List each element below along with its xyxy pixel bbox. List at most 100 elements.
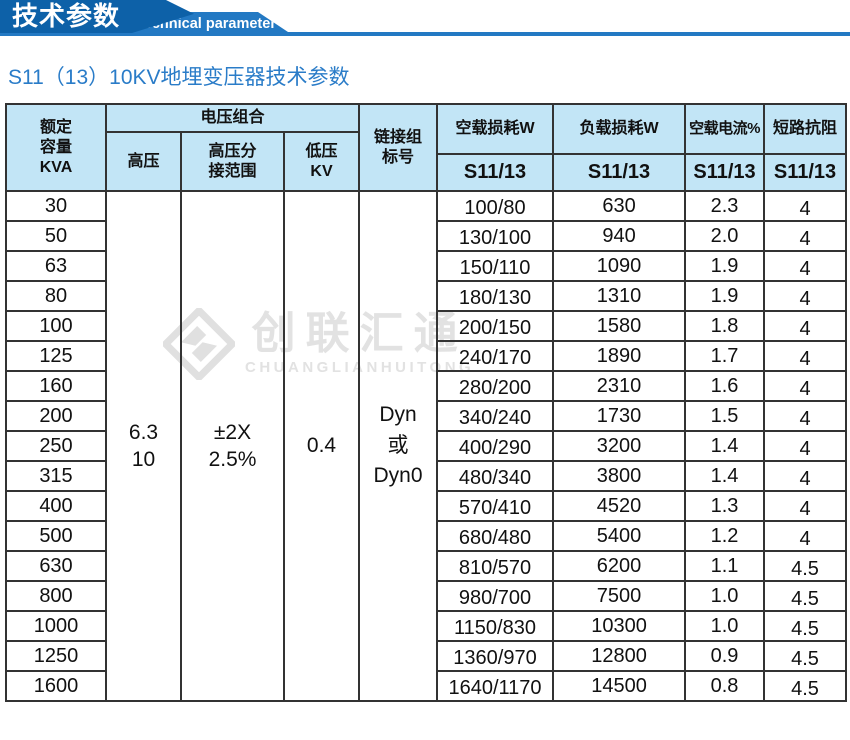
cell-noload-current: 1.5 (684, 400, 766, 432)
cell-lv-merged: 0.4 (282, 190, 361, 702)
cell-noload-current: 1.7 (684, 340, 766, 372)
table-row: 30 6.3 10 ±2X 2.5% 0.4 Dyn 或 Dyn0 100/80 630 2.… (5, 190, 848, 702)
banner-title-cn: 技术参数 (12, 1, 121, 31)
cell-capacity: 800 (5, 580, 107, 612)
cell-capacity: 400 (5, 490, 107, 522)
cell-capacity: 50 (5, 220, 107, 252)
cell-load-loss: 2310 (552, 370, 687, 402)
cell-impedance: 4 (763, 280, 848, 312)
cell-noload-loss: 150/110 (436, 250, 555, 282)
table-row: 200 340/240 1730 1.5 4 (5, 400, 848, 432)
cell-load-loss: 1890 (552, 340, 687, 372)
spec-table-wrapper: 创联汇通 CHUANGLIANHUITONG 额定 容量 KVA 电压组合 链接… (5, 103, 848, 702)
table-row: 80 180/130 1310 1.9 4 (5, 280, 848, 312)
cell-load-loss: 5400 (552, 520, 687, 552)
cell-noload-loss: 1640/1170 (436, 670, 555, 702)
cell-capacity: 200 (5, 400, 107, 432)
cell-impedance: 4.5 (763, 640, 848, 672)
header-lv: 低压 KV (282, 131, 361, 192)
header-submodel-impedance: S11/13 (763, 153, 848, 192)
cell-impedance: 4.5 (763, 550, 848, 582)
header-submodel-noload-loss: S11/13 (436, 153, 555, 192)
cell-impedance: 4 (763, 400, 848, 432)
page-title: S11（13）10KV地埋变压器技术参数 (8, 66, 350, 89)
cell-impedance: 4 (763, 250, 848, 282)
header-hv: 高压 (105, 131, 182, 192)
banner-underline (0, 32, 850, 36)
cell-load-loss: 4520 (552, 490, 687, 522)
cell-noload-loss: 680/480 (436, 520, 555, 552)
cell-noload-loss: 1360/970 (436, 640, 555, 672)
table-row: 125 240/170 1890 1.7 4 (5, 340, 848, 372)
cell-impedance: 4 (763, 340, 848, 372)
cell-impedance: 4 (763, 310, 848, 342)
cell-impedance: 4.5 (763, 580, 848, 612)
cell-load-loss: 1310 (552, 280, 687, 312)
cell-capacity: 30 (5, 190, 107, 222)
cell-load-loss: 3200 (552, 430, 687, 462)
cell-noload-current: 1.9 (684, 280, 766, 312)
table-row: 1000 1150/830 10300 1.0 4.5 (5, 610, 848, 642)
table-row: 1600 1640/1170 14500 0.8 4.5 (5, 670, 848, 702)
cell-impedance: 4 (763, 430, 848, 462)
cell-noload-loss: 130/100 (436, 220, 555, 252)
cell-load-loss: 1730 (552, 400, 687, 432)
cell-impedance: 4 (763, 370, 848, 402)
table-header: 额定 容量 KVA 电压组合 链接组 标号 空载损耗W 负载损耗W 空载电流% … (5, 103, 848, 192)
table-row: 100 200/150 1580 1.8 4 (5, 310, 848, 342)
cell-noload-current: 1.6 (684, 370, 766, 402)
cell-noload-current: 1.2 (684, 520, 766, 552)
cell-load-loss: 3800 (552, 460, 687, 492)
cell-capacity: 80 (5, 280, 107, 312)
cell-noload-current: 2.3 (684, 190, 766, 222)
cell-load-loss: 1090 (552, 250, 687, 282)
cell-impedance: 4 (763, 220, 848, 252)
cell-noload-loss: 810/570 (436, 550, 555, 582)
table-row: 315 480/340 3800 1.4 4 (5, 460, 848, 492)
header-load-loss: 负载损耗W (552, 103, 687, 155)
cell-capacity: 1250 (5, 640, 107, 672)
cell-noload-loss: 240/170 (436, 340, 555, 372)
cell-vector-merged: Dyn 或 Dyn0 (358, 190, 439, 702)
cell-noload-loss: 280/200 (436, 370, 555, 402)
cell-capacity: 160 (5, 370, 107, 402)
header-noload-loss: 空载损耗W (436, 103, 555, 155)
header-vector-group: 链接组 标号 (358, 103, 439, 192)
cell-load-loss: 1580 (552, 310, 687, 342)
cell-capacity: 500 (5, 520, 107, 552)
cell-noload-current: 2.0 (684, 220, 766, 252)
cell-load-loss: 7500 (552, 580, 687, 612)
table-row: 1250 1360/970 12800 0.9 4.5 (5, 640, 848, 672)
header-voltage-group: 电压组合 (104, 103, 361, 133)
cell-noload-loss: 100/80 (436, 190, 555, 222)
header-hv-tap: 高压分 接范围 (180, 131, 285, 192)
table-row: 630 810/570 6200 1.1 4.5 (5, 550, 848, 582)
cell-impedance: 4 (763, 460, 848, 492)
banner-dark-block: 技术参数 (0, 0, 194, 33)
table-row: 50 130/100 940 2.0 4 (5, 220, 848, 252)
cell-capacity: 1600 (5, 670, 107, 702)
table-row: 63 150/110 1090 1.9 4 (5, 250, 848, 282)
cell-noload-loss: 340/240 (436, 400, 555, 432)
cell-capacity: 125 (5, 340, 107, 372)
cell-load-loss: 14500 (552, 670, 687, 702)
cell-load-loss: 940 (552, 220, 687, 252)
cell-noload-current: 1.4 (684, 460, 766, 492)
cell-load-loss: 6200 (552, 550, 687, 582)
cell-load-loss: 630 (552, 190, 687, 222)
table-row: 160 280/200 2310 1.6 4 (5, 370, 848, 402)
cell-load-loss: 12800 (552, 640, 687, 672)
cell-impedance: 4 (763, 520, 848, 552)
cell-noload-current: 1.0 (684, 610, 766, 642)
cell-noload-loss: 180/130 (436, 280, 555, 312)
spec-table: 额定 容量 KVA 电压组合 链接组 标号 空载损耗W 负载损耗W 空载电流% … (5, 103, 848, 702)
cell-impedance: 4.5 (763, 670, 848, 702)
cell-impedance: 4.5 (763, 610, 848, 642)
cell-impedance: 4 (763, 490, 848, 522)
cell-noload-loss: 480/340 (436, 460, 555, 492)
cell-noload-current: 1.1 (684, 550, 766, 582)
header-impedance: 短路抗阻 (763, 103, 848, 155)
table-row: 250 400/290 3200 1.4 4 (5, 430, 848, 462)
cell-capacity: 630 (5, 550, 107, 582)
cell-load-loss: 10300 (552, 610, 687, 642)
